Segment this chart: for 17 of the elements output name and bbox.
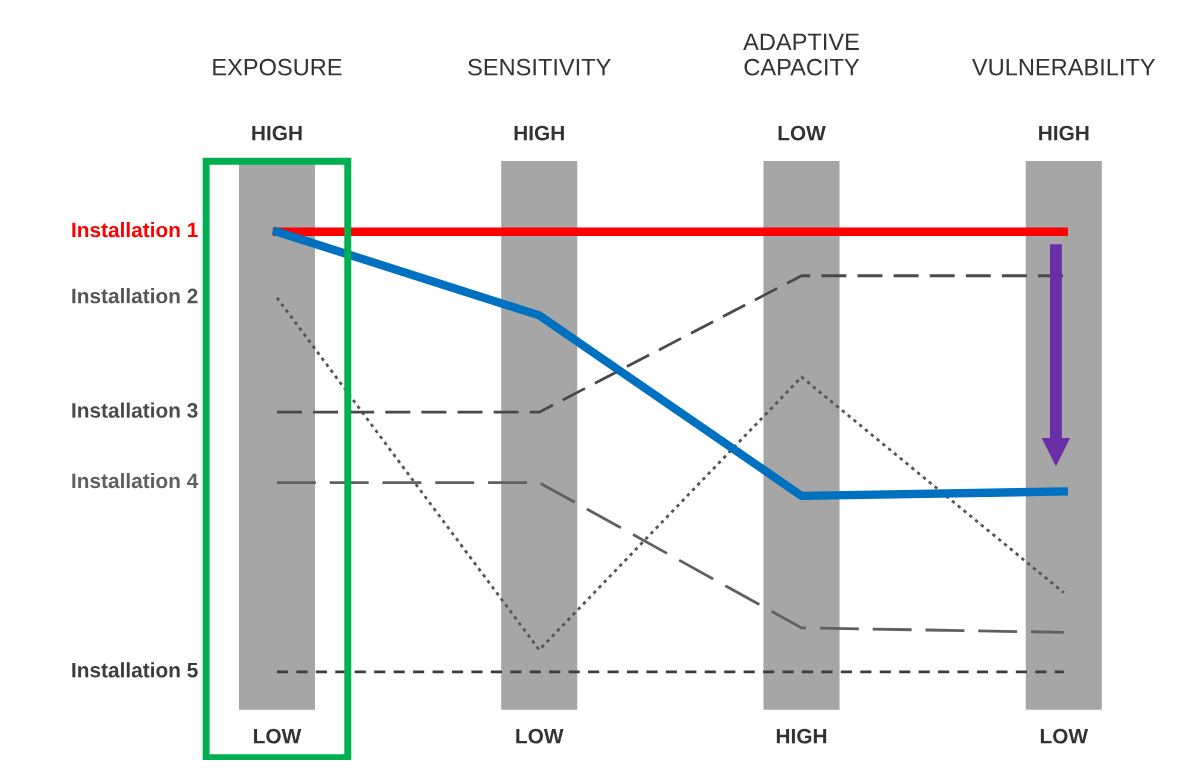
x-tick-label: VULNERABILITY [972, 59, 1156, 76]
text: LOW [516, 728, 564, 744]
x-tick-label: EXPOSURE [213, 58, 342, 76]
text: Installation 3 [72, 402, 198, 418]
text: Installation 2 [72, 288, 198, 304]
text: Installation 1 [72, 222, 198, 238]
text: Installation 5 [72, 662, 198, 678]
text: LOW [778, 125, 826, 141]
text: Installation 4 [72, 472, 199, 489]
text: HIGH [1039, 125, 1089, 141]
text: LOW [254, 728, 302, 744]
x-tick-label: ADAPTIVE CAPACITY [743, 33, 860, 76]
text: HIGH [514, 125, 564, 141]
x-tick-label: SENSITIVITY [468, 58, 611, 76]
text: HIGH [776, 728, 827, 744]
text: HIGH [252, 125, 302, 141]
text: LOW [1040, 728, 1089, 744]
